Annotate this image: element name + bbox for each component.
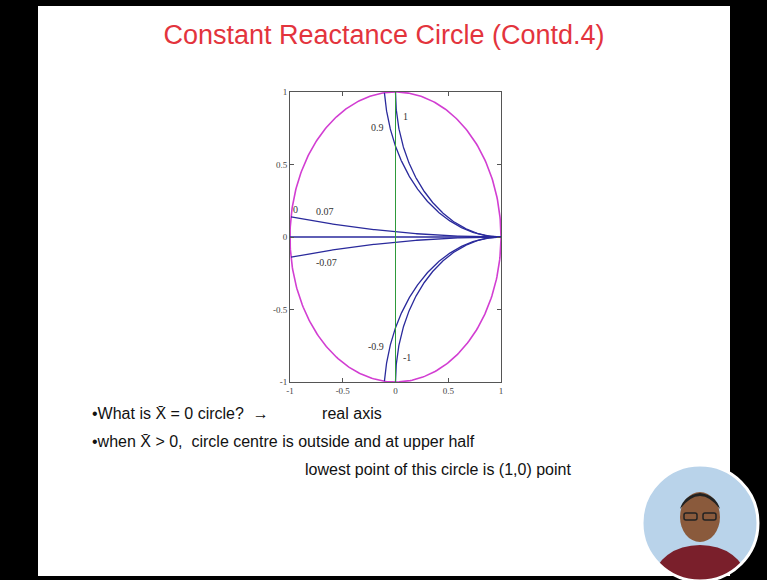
svg-text:1: 1 <box>283 87 288 97</box>
svg-text:-0.9: -0.9 <box>368 341 384 352</box>
svg-text:-0.5: -0.5 <box>336 386 351 396</box>
svg-text:-1: -1 <box>286 386 294 396</box>
html-text:•when X̄ > 0, circle centre is: •when X̄ > 0, circle centre is outside a… <box>92 433 475 450</box>
svg-text:-1: -1 <box>403 352 411 363</box>
svg-text:0.07: 0.07 <box>316 206 334 217</box>
html-text:lowest point of this circle is: lowest point of this circle is (1,0) poi… <box>305 461 571 478</box>
html-text:•What is X̄ = 0 circle? → real: •What is X̄ = 0 circle? → real axis <box>92 405 382 422</box>
svg-text:-0.5: -0.5 <box>273 305 288 315</box>
html-text:Constant Reactance Circle (Con: Constant Reactance Circle (Contd.4) <box>163 20 605 50</box>
svg-text:0: 0 <box>393 386 398 396</box>
svg-text:-1: -1 <box>280 377 288 387</box>
svg-text:0.9: 0.9 <box>371 122 384 133</box>
svg-text:1: 1 <box>499 386 504 396</box>
svg-text:0: 0 <box>293 204 298 215</box>
svg-text:-0.07: -0.07 <box>316 257 337 268</box>
svg-text:0.5: 0.5 <box>276 160 288 170</box>
svg-text:0: 0 <box>283 232 288 242</box>
svg-text:1: 1 <box>403 111 408 122</box>
svg-text:0.5: 0.5 <box>443 386 455 396</box>
